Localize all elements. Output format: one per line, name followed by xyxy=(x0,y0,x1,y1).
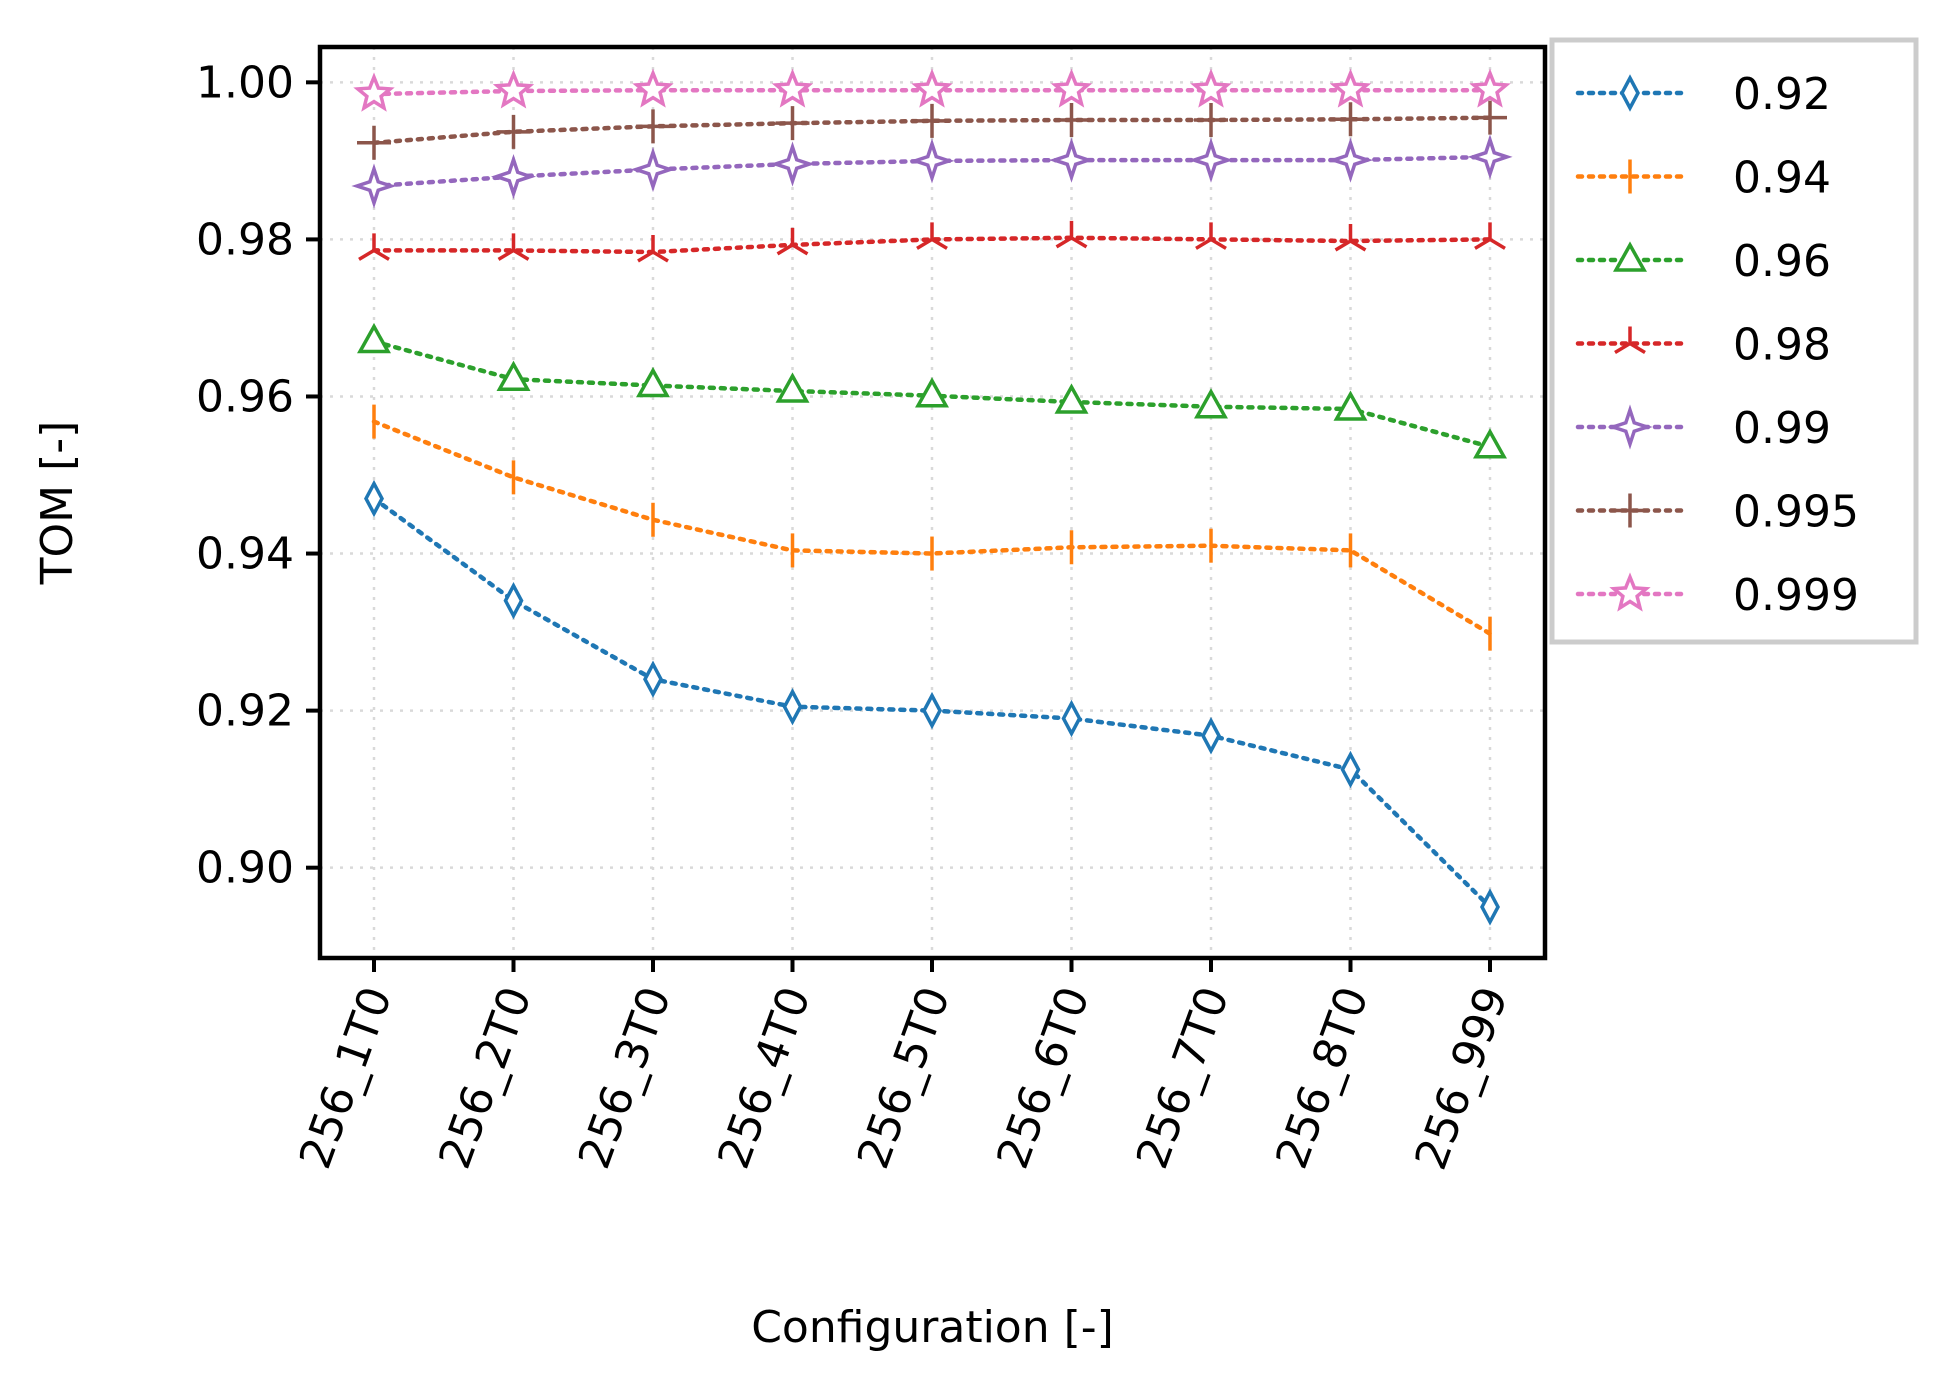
data-point xyxy=(632,68,674,108)
series-0.999 xyxy=(353,68,1511,112)
y-tick-label: 1.00 xyxy=(196,57,294,108)
data-point xyxy=(769,141,816,187)
data-point xyxy=(1334,223,1367,252)
data-point xyxy=(1333,102,1368,137)
y-tick-label: 0.90 xyxy=(196,843,294,894)
series-line xyxy=(371,87,1493,97)
data-point xyxy=(1195,222,1227,250)
series-line xyxy=(371,419,1493,636)
legend-entry: 0.99 xyxy=(1575,403,1831,454)
data-point xyxy=(630,146,676,193)
legend-marker xyxy=(1607,404,1653,450)
data-point xyxy=(1188,137,1234,183)
data-point xyxy=(503,581,524,620)
data-point xyxy=(490,154,537,200)
data-point xyxy=(358,233,390,261)
legend-entry: 0.94 xyxy=(1575,153,1831,204)
y-axis-title: TOM [-] xyxy=(32,421,83,586)
legend-label: 0.99 xyxy=(1733,403,1831,454)
data-point xyxy=(353,72,395,112)
data-point xyxy=(1473,428,1507,459)
data-point xyxy=(1329,68,1372,108)
data-point xyxy=(496,360,531,391)
series-0.96 xyxy=(357,322,1507,459)
series-0.92 xyxy=(364,479,1500,926)
legend-marker xyxy=(1614,326,1646,355)
data-point xyxy=(916,222,948,250)
series-0.98 xyxy=(358,220,1506,263)
data-point xyxy=(1061,699,1082,738)
y-tick-label: 0.98 xyxy=(196,214,294,265)
data-point xyxy=(915,377,949,408)
legend-entry: 0.92 xyxy=(1575,69,1831,120)
data-point xyxy=(775,106,810,141)
y-tick-label: 0.92 xyxy=(196,686,294,737)
data-point xyxy=(1480,888,1500,926)
data-point xyxy=(357,322,391,354)
y-tick-label: 0.96 xyxy=(196,371,294,422)
series-layer xyxy=(351,68,1513,926)
data-point xyxy=(1054,103,1089,138)
data-point xyxy=(496,114,531,149)
data-point xyxy=(922,691,942,730)
legend: 0.92 0.94 0.96 0.98 0.99 0.995 0.999 xyxy=(1549,37,1919,645)
data-point xyxy=(492,69,535,109)
data-point xyxy=(775,372,810,403)
data-point xyxy=(1194,103,1228,138)
data-point xyxy=(1194,388,1228,419)
data-point xyxy=(1473,100,1507,135)
data-point xyxy=(1050,68,1093,108)
data-point xyxy=(351,163,397,209)
series-line xyxy=(371,154,1493,189)
data-point xyxy=(636,366,670,398)
legend-entry: 0.96 xyxy=(1575,236,1831,287)
data-point xyxy=(1190,68,1232,108)
legend-marker xyxy=(1609,572,1651,612)
y-tick-label: 0.94 xyxy=(196,529,294,580)
series-0.94 xyxy=(371,404,1493,651)
data-point xyxy=(364,479,384,518)
series-line xyxy=(371,235,1493,255)
legend-entry: 0.98 xyxy=(1575,320,1831,371)
data-point xyxy=(776,227,809,256)
legend-label: 0.999 xyxy=(1733,570,1859,621)
data-point xyxy=(915,103,949,138)
legend-marker xyxy=(1613,493,1647,528)
data-point xyxy=(1054,383,1089,414)
data-point xyxy=(771,68,814,108)
legend-label: 0.995 xyxy=(1733,487,1859,538)
legend-label: 0.92 xyxy=(1733,69,1831,120)
data-point xyxy=(637,234,669,263)
legend-entry: 0.999 xyxy=(1575,570,1859,621)
data-point xyxy=(1474,222,1506,250)
legend-label: 0.98 xyxy=(1733,320,1831,371)
data-point xyxy=(643,660,663,698)
data-point xyxy=(1055,220,1088,249)
data-point xyxy=(1201,717,1221,755)
data-point xyxy=(1467,134,1513,180)
series-0.995 xyxy=(357,100,1507,160)
legend-marker xyxy=(1620,74,1640,112)
series-line xyxy=(371,115,1493,146)
data-point xyxy=(1469,68,1511,108)
data-point xyxy=(497,233,530,261)
data-point xyxy=(1327,137,1374,183)
legend-entry: 0.995 xyxy=(1575,487,1859,538)
data-point xyxy=(782,687,803,726)
data-point xyxy=(636,109,670,144)
series-0.99 xyxy=(351,134,1513,209)
data-point xyxy=(357,125,391,160)
data-point xyxy=(1048,137,1095,183)
legend-box xyxy=(1549,37,1919,645)
data-point xyxy=(911,68,953,108)
data-point xyxy=(909,138,955,184)
legend-label: 0.96 xyxy=(1733,236,1831,287)
x-axis-title: Configuration [-] xyxy=(751,1302,1114,1353)
legend-label: 0.94 xyxy=(1733,153,1831,204)
data-point xyxy=(1333,390,1368,421)
data-point xyxy=(1340,750,1361,789)
legend-marker xyxy=(1613,241,1647,272)
